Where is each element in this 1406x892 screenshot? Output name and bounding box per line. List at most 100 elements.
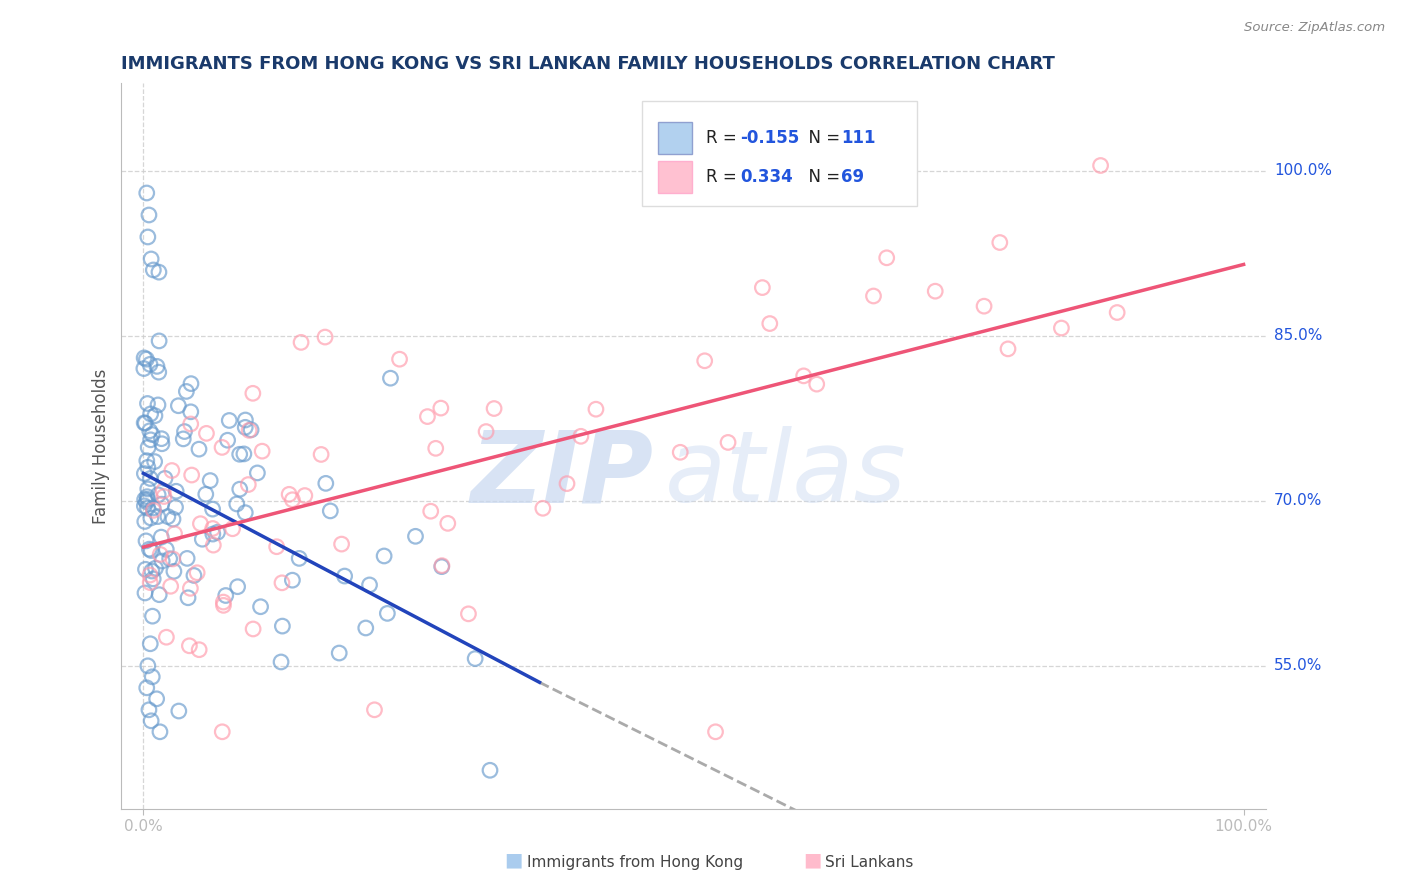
Point	[201, 502, 224, 516]
Point	[136, 396, 159, 410]
Point	[198, 474, 221, 488]
Point	[162, 552, 184, 566]
Point	[139, 637, 162, 651]
Point	[149, 724, 172, 739]
Point	[148, 365, 170, 379]
Point	[464, 651, 486, 665]
Point	[135, 681, 157, 695]
Point	[136, 490, 159, 504]
Point	[134, 562, 156, 576]
Point	[271, 619, 294, 633]
Point	[457, 607, 479, 621]
Point	[142, 263, 165, 277]
Point	[139, 407, 162, 421]
Point	[167, 399, 190, 413]
Point	[194, 487, 217, 501]
Point	[704, 724, 727, 739]
Point	[211, 724, 233, 739]
Point	[180, 417, 202, 431]
Point	[876, 251, 898, 265]
Point	[531, 501, 554, 516]
Point	[373, 549, 395, 563]
Point	[363, 703, 385, 717]
Point	[190, 516, 212, 531]
Point	[150, 432, 173, 446]
Point	[135, 186, 157, 200]
Point	[160, 463, 183, 477]
Text: Source: ZipAtlas.com: Source: ZipAtlas.com	[1244, 21, 1385, 34]
Point	[482, 401, 505, 416]
Point	[669, 445, 692, 459]
Point	[233, 420, 256, 434]
Point	[195, 426, 218, 441]
Point	[330, 537, 353, 551]
Point	[159, 579, 181, 593]
Point	[142, 503, 165, 517]
Point	[134, 492, 156, 507]
Point	[201, 521, 224, 535]
Point	[188, 642, 211, 657]
Point	[354, 621, 377, 635]
Point	[167, 704, 190, 718]
Point	[388, 352, 411, 367]
Text: Immigrants from Hong Kong: Immigrants from Hong Kong	[527, 855, 744, 870]
Point	[693, 353, 716, 368]
Point	[862, 289, 884, 303]
Point	[173, 425, 195, 439]
Point	[139, 471, 162, 485]
Point	[759, 317, 782, 331]
Point	[290, 335, 312, 350]
Y-axis label: Family Households: Family Households	[93, 368, 110, 524]
Text: atlas: atlas	[665, 426, 907, 524]
Point	[134, 515, 156, 529]
Point	[138, 424, 160, 438]
Point	[134, 586, 156, 600]
Point	[163, 526, 186, 541]
Point	[179, 639, 201, 653]
Point	[250, 444, 273, 458]
Point	[717, 435, 740, 450]
Point	[145, 691, 167, 706]
Point	[139, 433, 162, 447]
Point	[135, 352, 157, 367]
Point	[315, 476, 337, 491]
Point	[225, 497, 247, 511]
Point	[235, 413, 257, 427]
Point	[142, 572, 165, 586]
Point	[425, 442, 447, 456]
Point	[153, 490, 176, 504]
Point	[180, 376, 202, 391]
Point	[143, 454, 166, 468]
Text: 0.334: 0.334	[741, 168, 793, 186]
Point	[238, 423, 260, 437]
Point	[380, 371, 402, 385]
Point	[155, 630, 177, 644]
Point	[141, 564, 163, 578]
Point	[232, 447, 254, 461]
Text: 55.0%: 55.0%	[1274, 658, 1322, 673]
Point	[479, 764, 502, 778]
Point	[238, 477, 260, 491]
Point	[180, 468, 202, 483]
Point	[191, 532, 214, 546]
Point	[141, 427, 163, 442]
Point	[183, 568, 205, 582]
Point	[997, 342, 1019, 356]
Point	[294, 489, 316, 503]
Point	[138, 703, 160, 717]
Point	[218, 413, 240, 427]
FancyBboxPatch shape	[643, 101, 917, 206]
Point	[226, 580, 249, 594]
Point	[569, 429, 592, 443]
Point	[180, 405, 202, 419]
Point	[146, 509, 169, 524]
Point	[136, 482, 159, 496]
Text: N =: N =	[797, 129, 845, 147]
Point	[430, 401, 453, 416]
Point	[139, 511, 162, 525]
Point	[136, 658, 159, 673]
Point	[585, 402, 607, 417]
Point	[139, 357, 162, 371]
Point	[139, 568, 162, 582]
Point	[135, 453, 157, 467]
